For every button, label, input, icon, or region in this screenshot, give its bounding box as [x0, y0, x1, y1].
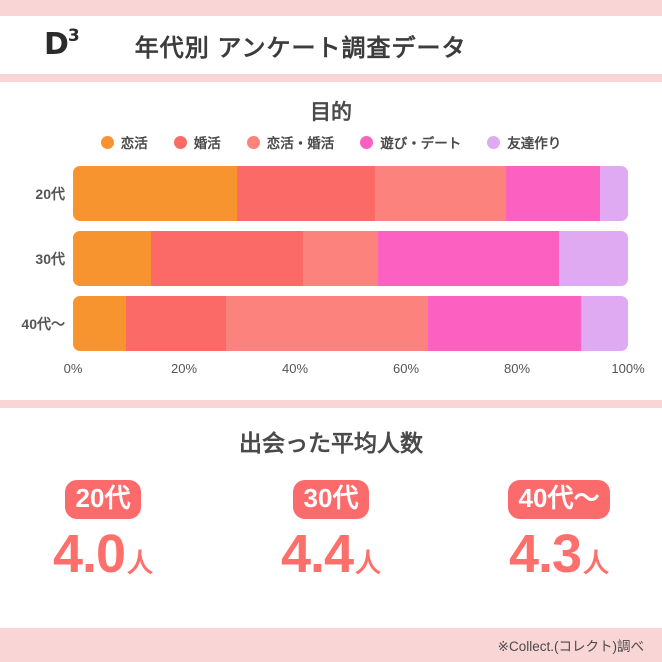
- footer-bar: ※Collect.(コレクト)調べ: [0, 628, 662, 662]
- x-axis: 0% 20% 40% 60% 80% 100%: [64, 361, 645, 383]
- legend-swatch-icon: [487, 135, 501, 149]
- bar-segment-tomodachi[interactable]: [580, 296, 628, 351]
- legend-swatch-icon: [246, 135, 260, 149]
- axis-tick-label: 40%: [281, 361, 309, 376]
- average-item-40s: 40代〜 4.3 人: [475, 480, 643, 581]
- bar-segment-koikatsu[interactable]: [73, 166, 237, 221]
- legend-swatch-icon: [173, 135, 187, 149]
- bar-row: 20代: [35, 166, 628, 221]
- legend-label: 婚活: [193, 136, 221, 151]
- legend-item-tomodachi[interactable]: 友達作り: [487, 132, 561, 152]
- average-value-group: 4.0 人: [53, 527, 153, 581]
- average-item-20s: 20代 4.0 人: [19, 480, 187, 581]
- axis-tick-label: 60%: [392, 361, 420, 376]
- bar-segment-tomodachi[interactable]: [600, 166, 628, 221]
- bar-segment-both[interactable]: [225, 296, 429, 351]
- average-people-card: 出会った平均人数 20代 4.0 人 30代 4.4 人 40代〜 4.3: [0, 408, 662, 628]
- bar-segment-konkatsu[interactable]: [236, 166, 376, 221]
- legend-swatch-icon: [360, 135, 374, 149]
- average-unit: 人: [127, 548, 154, 579]
- average-number: 4.0: [52, 524, 126, 585]
- bar-segment-tomodachi[interactable]: [558, 231, 628, 286]
- page-title: 年代別 アンケート調査データ: [134, 34, 467, 62]
- stacked-bar-30s[interactable]: [73, 231, 628, 286]
- age-badge: 40代〜: [507, 480, 611, 520]
- bar-segment-both[interactable]: [375, 166, 506, 221]
- legend-item-koikatsu[interactable]: 恋活: [100, 132, 148, 152]
- bar-category-label: 30代: [35, 250, 65, 267]
- average-number: 4.3: [508, 524, 582, 585]
- average-unit: 人: [583, 548, 610, 579]
- bar-segment-asobi[interactable]: [378, 231, 559, 286]
- bar-row: 40代〜: [21, 296, 628, 351]
- legend-label: 友達作り: [507, 136, 562, 151]
- legend-item-both[interactable]: 恋活・婚活: [246, 132, 335, 152]
- axis-tick-label: 20%: [170, 361, 198, 376]
- average-item-30s: 30代 4.4 人: [247, 480, 415, 581]
- stacked-bar-20s[interactable]: [73, 166, 628, 221]
- average-section-title: 出会った平均人数: [239, 430, 423, 456]
- chart-title: 目的: [310, 101, 352, 124]
- average-number: 4.4: [280, 524, 354, 585]
- legend-label: 恋活: [120, 136, 148, 151]
- legend-label: 遊び・デート: [380, 136, 462, 151]
- bar-segment-konkatsu[interactable]: [125, 296, 226, 351]
- average-row: 20代 4.0 人 30代 4.4 人 40代〜 4.3 人: [0, 480, 662, 581]
- legend-label: 恋活・婚活: [266, 136, 335, 151]
- stacked-bar-40s[interactable]: [73, 296, 628, 351]
- bar-segment-asobi[interactable]: [428, 296, 581, 351]
- bar-category-label: 20代: [35, 185, 65, 202]
- axis-tick-label: 0%: [63, 361, 83, 376]
- bar-segment-koikatsu[interactable]: [73, 296, 126, 351]
- bar-segment-koikatsu[interactable]: [73, 231, 151, 286]
- bar-segment-both[interactable]: [303, 231, 379, 286]
- bar-row: 30代: [35, 231, 628, 286]
- axis-tick-label: 80%: [503, 361, 531, 376]
- bar-segment-konkatsu[interactable]: [150, 231, 304, 286]
- average-value-group: 4.3 人: [509, 527, 609, 581]
- average-value-group: 4.4 人: [281, 527, 381, 581]
- legend-swatch-icon: [100, 135, 114, 149]
- age-badge: 30代: [292, 480, 370, 520]
- average-unit: 人: [355, 548, 382, 579]
- brand-logo-letter: D: [44, 27, 69, 62]
- brand-logo-superscript: 3: [67, 26, 80, 46]
- age-badge: 20代: [64, 480, 142, 520]
- source-note: ※Collect.(コレクト)調べ: [497, 639, 644, 654]
- legend-item-konkatsu[interactable]: 婚活: [173, 132, 221, 152]
- purpose-chart-card: 目的 恋活 婚活 恋活・婚活 遊び・デート 友達作り: [0, 82, 662, 400]
- chart-plot-area: 20代 30代 40: [0, 166, 662, 351]
- bar-segment-asobi[interactable]: [505, 166, 601, 221]
- chart-legend: 恋活 婚活 恋活・婚活 遊び・デート 友達作り: [0, 132, 662, 152]
- bar-category-label: 40代〜: [21, 315, 65, 332]
- legend-item-asobi[interactable]: 遊び・デート: [360, 132, 461, 152]
- axis-tick-label: 100%: [611, 361, 645, 376]
